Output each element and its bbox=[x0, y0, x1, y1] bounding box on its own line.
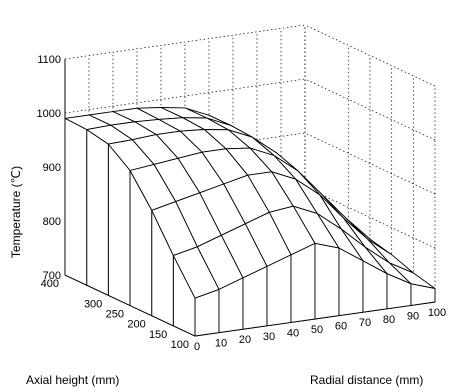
surface-skirt-front bbox=[314, 242, 340, 320]
surface-skirt-front bbox=[266, 254, 292, 327]
surface-skirt-left bbox=[86, 129, 109, 296]
x-tick-label: 20 bbox=[239, 334, 251, 346]
surface-skirt-front bbox=[242, 265, 268, 330]
z-tick-label: 700 bbox=[43, 270, 61, 282]
z-tick-label: 1000 bbox=[37, 108, 61, 120]
z-tick-label: 900 bbox=[43, 162, 61, 174]
z-tick-label: 1100 bbox=[37, 54, 61, 66]
z-tick-label: 800 bbox=[43, 216, 61, 228]
grid-line-backwall-z bbox=[64, 78, 306, 114]
surface-mesh bbox=[64, 107, 436, 337]
surface-skirt-front bbox=[290, 242, 316, 323]
x-tick-label: 0 bbox=[194, 341, 200, 353]
y-tick-label: 250 bbox=[106, 309, 124, 321]
z-axis-label: Temperature (℃) bbox=[9, 166, 23, 258]
x-tick-label: 80 bbox=[383, 314, 395, 326]
x-tick-label: 30 bbox=[263, 331, 275, 343]
y-tick-label: 300 bbox=[84, 298, 102, 310]
y-axis-label: Axial height (mm) bbox=[26, 373, 119, 387]
y-tick-label: 400 bbox=[41, 278, 59, 290]
y-tick-label: 100 bbox=[171, 339, 189, 351]
y-tick-label: 200 bbox=[127, 319, 145, 331]
x-tick-label: 50 bbox=[311, 324, 323, 336]
x-tick-label: 90 bbox=[407, 310, 419, 322]
x-tick-label: 40 bbox=[287, 327, 299, 339]
surface-skirt-left bbox=[107, 143, 131, 306]
x-tick-label: 100 bbox=[428, 307, 446, 319]
x-tick-label: 60 bbox=[335, 321, 347, 333]
surface-skirt-front bbox=[410, 283, 436, 306]
x-tick-label: 10 bbox=[215, 338, 227, 350]
surface-skirt-left bbox=[64, 117, 88, 286]
x-axis-label: Radial distance (mm) bbox=[310, 373, 423, 387]
x-tick-label: 70 bbox=[359, 317, 371, 329]
grid-line-backwall-z bbox=[64, 24, 306, 60]
y-tick-label: 150 bbox=[149, 329, 167, 341]
